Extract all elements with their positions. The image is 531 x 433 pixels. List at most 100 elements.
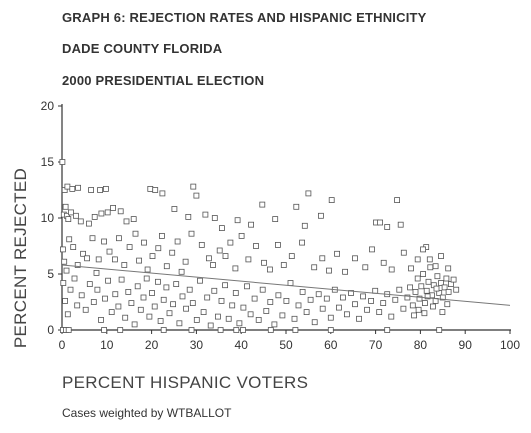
data-point: [68, 209, 74, 216]
data-point: [146, 313, 153, 320]
data-point: [438, 280, 444, 286]
data-point: [73, 212, 79, 219]
data-point: [149, 253, 156, 260]
data-point: [117, 208, 124, 215]
data-point: [408, 265, 414, 272]
data-point: [327, 314, 334, 321]
data-point: [67, 286, 74, 293]
x-axis-label: PERCENT HISPANIC VOTERS: [62, 373, 309, 392]
data-point: [116, 235, 122, 242]
data-point: [311, 319, 318, 326]
data-point: [253, 243, 259, 249]
data-point: [271, 321, 278, 328]
data-point: [434, 273, 441, 280]
data-point: [205, 255, 212, 262]
data-point: [198, 241, 205, 248]
data-point: [377, 219, 384, 226]
data-point: [380, 300, 387, 307]
data-point: [97, 187, 103, 193]
data-point: [154, 278, 161, 285]
data-point: [319, 255, 326, 262]
data-point: [400, 249, 407, 256]
data-point: [362, 264, 369, 271]
data-point: [91, 213, 98, 220]
data-point: [328, 197, 335, 204]
x-tick-label: 70: [369, 338, 383, 352]
data-point: [404, 294, 411, 301]
data-point: [179, 293, 186, 300]
data-point: [342, 268, 349, 275]
data-point: [339, 294, 346, 301]
data-point: [443, 275, 450, 282]
data-point: [182, 258, 189, 265]
data-point: [295, 302, 302, 309]
chart-subtitle-election: 2000 PRESIDENTIAL ELECTION: [62, 73, 265, 88]
data-point: [144, 266, 151, 273]
data-point: [80, 250, 86, 257]
data-point: [372, 287, 379, 294]
data-point: [421, 300, 428, 307]
fit-line-group: [61, 264, 511, 306]
data-point: [123, 218, 130, 225]
data-point: [147, 185, 154, 192]
data-point: [130, 216, 137, 223]
data-point: [189, 300, 196, 307]
data-point: [95, 256, 102, 263]
data-point: [323, 295, 330, 302]
data-point: [432, 263, 439, 270]
data-point: [178, 268, 185, 275]
data-point: [394, 197, 401, 204]
data-point: [445, 288, 452, 295]
data-point: [112, 256, 118, 263]
data-point: [108, 309, 115, 316]
data-point: [259, 201, 266, 208]
data-point: [64, 311, 71, 318]
data-point: [193, 192, 200, 199]
data-point: [380, 259, 387, 266]
data-point: [94, 286, 101, 293]
x-tick-label: 80: [414, 338, 428, 352]
data-point: [439, 309, 446, 316]
data-point: [62, 203, 69, 210]
data-point: [141, 239, 147, 246]
data-point: [74, 302, 81, 309]
x-tick-label: 30: [190, 338, 204, 352]
data-point: [248, 221, 255, 228]
data-point: [376, 309, 383, 316]
data-point: [280, 262, 287, 268]
data-point: [75, 184, 81, 191]
data-point: [115, 303, 122, 310]
data-point: [105, 277, 111, 284]
data-point: [288, 253, 295, 260]
data-point: [60, 280, 67, 286]
data-point: [151, 303, 158, 310]
data-point: [86, 220, 92, 227]
x-tick-label: 40: [235, 338, 249, 352]
y-tick-label: 5: [47, 267, 54, 281]
y-tick-label: 0: [47, 323, 54, 337]
data-point: [163, 263, 170, 270]
x-tick-label: 20: [145, 338, 159, 352]
data-point: [251, 295, 258, 302]
data-point: [193, 316, 200, 323]
data-points: [59, 159, 460, 333]
data-point: [90, 299, 97, 305]
data-point: [299, 288, 306, 295]
data-point: [217, 327, 224, 333]
fit-line: [61, 264, 511, 306]
data-point: [188, 230, 195, 237]
data-point: [244, 283, 250, 290]
data-point: [64, 183, 71, 190]
data-point: [88, 187, 94, 193]
data-point: [63, 267, 70, 274]
data-point: [287, 280, 294, 286]
data-point: [414, 256, 421, 263]
data-point: [218, 225, 225, 232]
data-point: [185, 213, 192, 220]
data-point: [409, 302, 416, 309]
data-point: [348, 290, 354, 296]
data-point: [423, 287, 430, 294]
data-point: [240, 304, 247, 311]
data-point: [444, 301, 451, 308]
